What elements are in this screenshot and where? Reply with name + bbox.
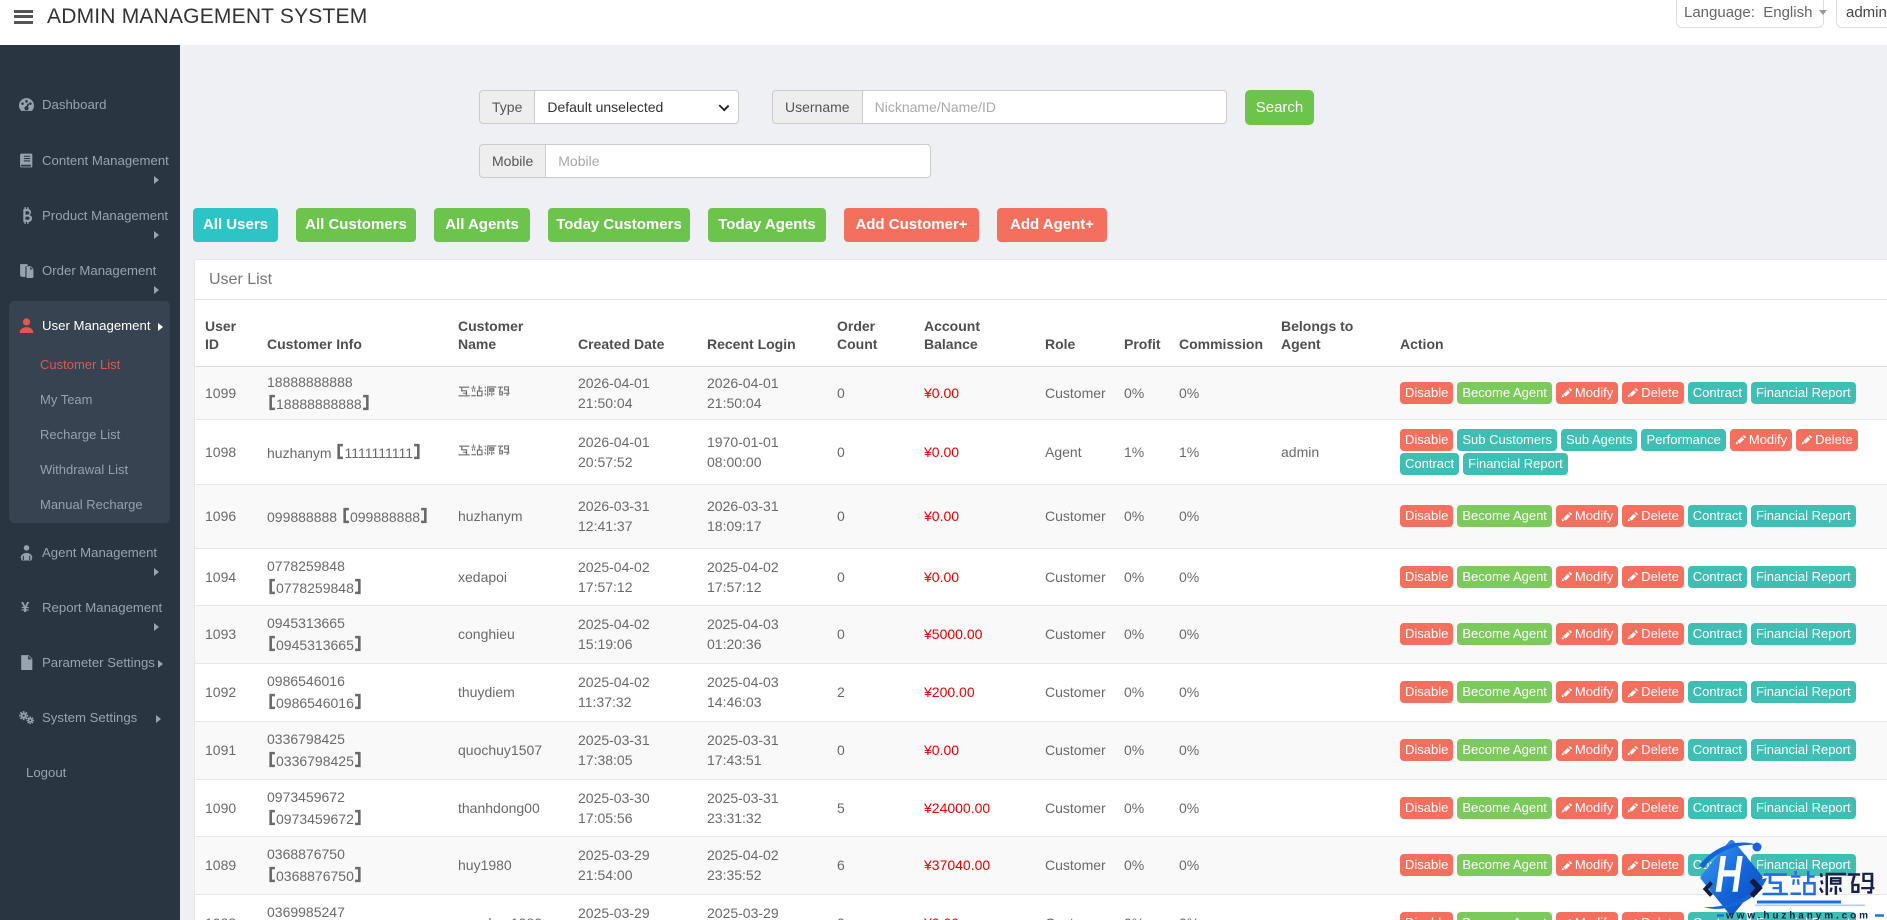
svg-text:www.huzhanym.com: www.huzhanym.com: [1725, 911, 1871, 920]
svg-text:H: H: [1715, 845, 1743, 904]
